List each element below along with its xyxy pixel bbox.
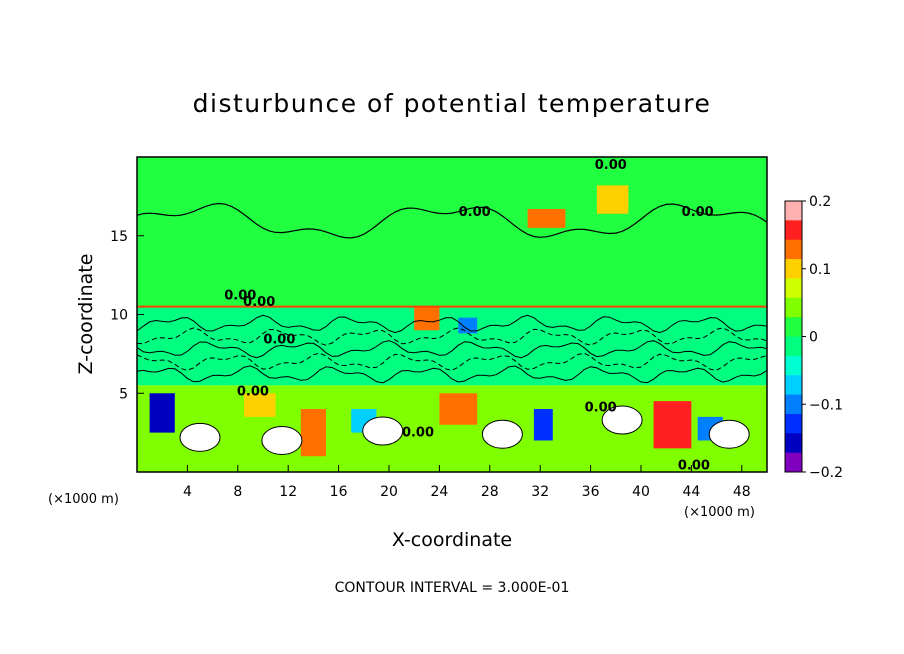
field-region-6 (300, 409, 326, 457)
x-tick-label-7: 32 (531, 484, 549, 500)
colorbar-tick-label-0: 0.2 (809, 194, 831, 210)
field-region-5 (653, 401, 692, 449)
x-tick-label-11: 48 (733, 484, 751, 500)
colorbar: 0.2 0.1 0 −0.1 −0.2 (784, 194, 843, 481)
contour-interval-note: CONTOUR INTERVAL = 3.000E-01 (335, 580, 570, 596)
colorbar-tick-label-2: 0 (809, 330, 818, 346)
contour-cell-0 (179, 422, 221, 452)
x-ticks: 4 8 12 16 20 24 28 32 36 40 44 48 (183, 465, 751, 500)
colorbar-swatch-7 (785, 336, 802, 357)
contour-label-9: 0.00 (678, 459, 710, 474)
x-tick-label-4: 20 (380, 484, 398, 500)
y-tick-label-0: 5 (119, 386, 128, 402)
contour-cell-2 (362, 416, 404, 446)
x-tick-label-1: 8 (233, 484, 242, 500)
contour-cell-5 (708, 419, 750, 449)
field-region-0 (137, 157, 767, 307)
colorbar-swatch-5 (785, 297, 802, 318)
contour-cell-1 (261, 426, 303, 455)
contour-line-4 (136, 314, 768, 334)
colorbar-swatch-13 (785, 452, 802, 473)
field-region-8 (244, 393, 276, 417)
y-tick-label-1: 10 (110, 308, 128, 324)
colorbar-swatch-4 (785, 278, 802, 299)
colorbar-tick-label-4: −0.2 (809, 465, 843, 481)
colorbar-swatch-6 (785, 317, 802, 337)
x-axis-title: X-coordinate (392, 529, 512, 551)
x-tick-label-10: 44 (682, 484, 700, 500)
contour-cell-4 (601, 405, 643, 435)
field-region-9 (149, 393, 175, 433)
colorbar-tick-label-1: 0.1 (809, 262, 831, 278)
x-tick-label-2: 12 (279, 484, 297, 500)
field-region-10 (533, 409, 553, 441)
y-ticks: 5 10 15 (110, 229, 144, 402)
x-tick-label-8: 36 (582, 484, 600, 500)
field-region-1 (137, 306, 767, 386)
colorbar-swatch-1 (785, 220, 802, 241)
contour-lines (136, 202, 768, 455)
y-axis-title: Z-coordinate (75, 254, 97, 375)
contour-label-6: 0.00 (237, 385, 269, 400)
contour-labels: 0.000.00 0.000.000.000.000.000.000.000.00 (224, 158, 713, 474)
x-unit-label: (×1000 m) (684, 505, 755, 520)
x-tick-label-6: 28 (481, 484, 499, 500)
colorbar-swatches (785, 201, 802, 473)
contour-line-2 (136, 340, 768, 359)
field-region-3 (596, 185, 629, 214)
field-region-7 (439, 393, 478, 425)
y-tick-label-2: 15 (110, 229, 128, 245)
colorbar-swatch-12 (785, 433, 802, 454)
contour-cell-3 (481, 419, 523, 449)
colorbar-swatch-8 (785, 355, 802, 376)
contour-label-3: 0.00 (224, 289, 256, 304)
x-tick-label-0: 4 (183, 484, 192, 500)
chart-title: disturbunce of potential temperature (193, 89, 712, 118)
colorbar-swatch-9 (785, 375, 802, 396)
x-tick-label-9: 40 (632, 484, 650, 500)
contour-label-4: 0.00 (243, 295, 275, 310)
colorbar-tick-label-3: −0.1 (809, 397, 843, 413)
contour-label-2: 0.00 (682, 205, 714, 220)
colorbar-swatch-3 (785, 259, 802, 279)
contour-label-8: 0.00 (585, 400, 617, 415)
field-region-13 (414, 306, 440, 331)
plot-area: 0.000.00 0.000.000.000.000.000.000.000.00 (136, 156, 768, 474)
contour-line-3 (136, 327, 768, 346)
colorbar-swatch-10 (785, 394, 802, 415)
colorbar-swatch-2 (785, 239, 802, 260)
contour-line-1 (136, 352, 768, 371)
x-tick-label-5: 24 (430, 484, 448, 500)
y-unit-label: (×1000 m) (48, 492, 119, 507)
contour-label-5: 0.00 (263, 333, 295, 348)
contour-label-7: 0.00 (402, 426, 434, 441)
field-region-4 (527, 208, 566, 228)
colorbar-swatch-11 (785, 413, 802, 434)
contour-label-0: 0.00 (595, 158, 627, 173)
contour-label-1: 0.00 (459, 205, 491, 220)
colorbar-ticks: 0.2 0.1 0 −0.1 −0.2 (802, 194, 843, 481)
zero-contour-upper (136, 202, 768, 239)
contour-line-0 (136, 365, 768, 384)
x-tick-label-3: 16 (330, 484, 348, 500)
colorbar-swatch-0 (785, 201, 802, 221)
